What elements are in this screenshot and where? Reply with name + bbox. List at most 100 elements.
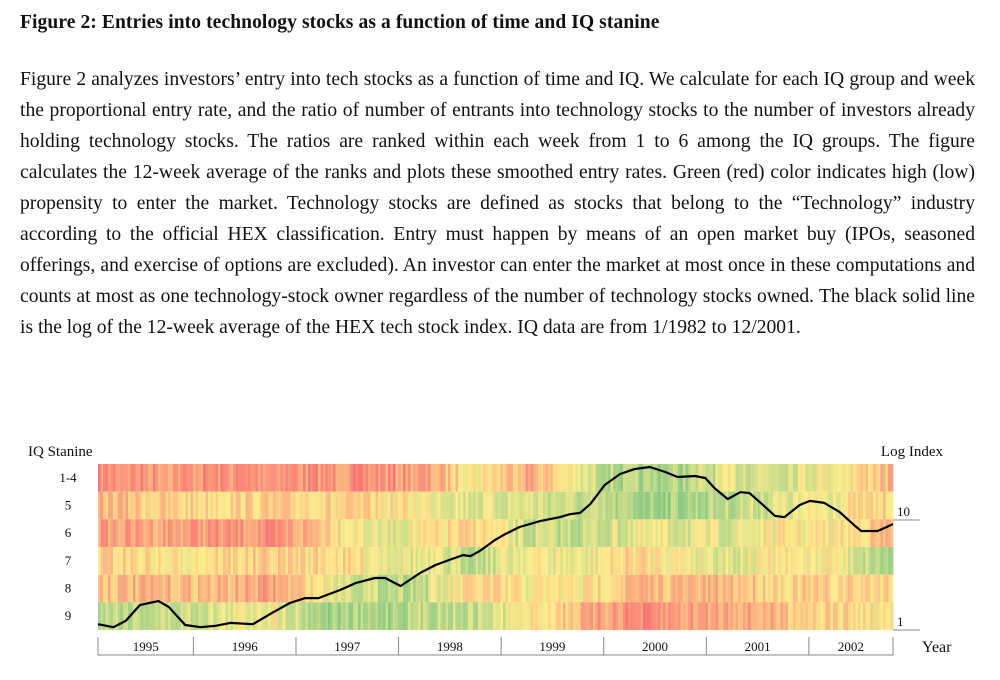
heatmap-cell xyxy=(728,464,731,492)
heatmap-cell xyxy=(508,464,511,492)
heatmap-cell xyxy=(335,574,339,603)
log-index-line xyxy=(97,465,894,629)
heatmap-cell xyxy=(785,547,789,575)
heatmap-cell xyxy=(600,602,604,630)
heatmap-cell xyxy=(615,464,619,492)
heatmap-cell xyxy=(670,574,674,603)
heatmap-cell xyxy=(330,574,334,603)
heatmap-cell xyxy=(313,464,316,492)
heatmap-cell xyxy=(453,547,456,575)
heatmap-cell xyxy=(580,464,584,492)
heatmap-cell xyxy=(190,519,194,547)
heatmap-cell xyxy=(693,602,696,630)
heatmap-cell xyxy=(440,547,444,575)
heatmap-cell xyxy=(630,491,634,520)
heatmap-cell xyxy=(230,519,234,547)
heatmap-cell xyxy=(460,464,464,492)
heatmap-cell xyxy=(878,519,881,547)
heatmap-cell xyxy=(883,602,886,630)
heatmap-cell xyxy=(588,574,591,603)
heatmap-cell xyxy=(583,602,586,630)
heatmap-cell xyxy=(170,602,174,630)
heatmap-cell xyxy=(505,491,509,520)
heatmap-cell xyxy=(438,491,441,520)
heatmap-cell xyxy=(773,574,776,603)
heatmap-cell xyxy=(175,464,179,492)
heatmap-cell xyxy=(383,464,386,492)
heatmap-cell xyxy=(568,602,571,630)
heatmap-cell xyxy=(345,574,349,603)
heatmap-cell xyxy=(710,519,714,547)
heatmap-cell xyxy=(635,547,639,575)
heatmap-cell xyxy=(360,464,364,492)
heatmap-cell xyxy=(280,519,284,547)
heatmap-cell xyxy=(745,602,749,630)
heatmap-cell xyxy=(540,464,544,492)
heatmap-cell xyxy=(690,574,694,603)
heatmap-cell xyxy=(105,491,109,520)
heatmap-cell xyxy=(373,602,376,630)
heatmap-cell xyxy=(218,602,221,630)
heatmap-cell xyxy=(243,547,246,575)
heatmap-cell xyxy=(263,574,266,603)
heatmap-cell xyxy=(735,464,739,492)
heatmap-cell xyxy=(708,519,711,547)
heatmap-cell xyxy=(193,547,196,575)
heatmap-cell xyxy=(815,491,819,520)
heatmap-cell xyxy=(685,602,689,630)
heatmap-cell xyxy=(348,547,351,575)
x-tick-label: 1995 xyxy=(133,639,159,654)
heatmap-cell xyxy=(688,574,691,603)
heatmap-cell xyxy=(718,519,721,547)
heatmap-cell xyxy=(865,491,869,520)
heatmap-cell xyxy=(290,574,294,603)
heatmap-cell xyxy=(370,491,374,520)
heatmap-cell xyxy=(885,602,889,630)
heatmap-cell xyxy=(523,602,526,630)
heatmap-cell xyxy=(155,574,159,603)
heatmap-cell xyxy=(790,574,794,603)
heatmap-cell xyxy=(478,547,481,575)
heatmap-cell xyxy=(445,519,449,547)
heatmap-cell xyxy=(575,519,579,547)
heatmap-cell xyxy=(543,464,546,492)
heatmap-cell xyxy=(578,574,581,603)
heatmap-cell xyxy=(393,519,396,547)
heatmap-cell xyxy=(720,519,724,547)
heatmap-cell xyxy=(618,464,621,492)
heatmap-cell xyxy=(170,491,174,520)
heatmap-cell xyxy=(310,519,314,547)
heatmap-cell xyxy=(235,602,239,630)
heatmap-cell xyxy=(470,574,474,603)
heatmap-cell xyxy=(825,547,829,575)
heatmap-cell xyxy=(355,464,359,492)
heatmap-cell xyxy=(645,519,649,547)
heatmap-cell xyxy=(365,464,369,492)
heatmap-cell xyxy=(338,602,341,630)
heatmap-cell xyxy=(525,602,529,630)
heatmap-cell xyxy=(690,602,694,630)
heatmap-cell xyxy=(300,464,304,492)
heatmap-cell xyxy=(295,519,299,547)
heatmap-cell xyxy=(488,491,491,520)
heatmap-cell xyxy=(130,547,134,575)
heatmap-cell xyxy=(180,464,184,492)
heatmap-cell xyxy=(685,464,689,492)
heatmap-cell xyxy=(465,547,469,575)
heatmap-cell xyxy=(238,464,241,492)
heatmap-cell xyxy=(643,602,646,630)
heatmap-cell xyxy=(768,519,771,547)
heatmap-cell xyxy=(603,519,606,547)
heatmap-cell xyxy=(165,602,169,630)
heatmap-cell xyxy=(715,519,719,547)
heatmap-cell xyxy=(338,574,341,603)
heatmap-cell xyxy=(165,491,169,520)
heatmap-cell xyxy=(303,519,306,547)
heatmap-cell xyxy=(703,491,706,520)
heatmap-cell xyxy=(705,602,709,630)
heatmap-cell xyxy=(548,574,551,603)
heatmap-cell xyxy=(708,464,711,492)
heatmap-cell xyxy=(768,574,771,603)
heatmap-cell xyxy=(430,464,434,492)
heatmap-cell xyxy=(330,491,334,520)
